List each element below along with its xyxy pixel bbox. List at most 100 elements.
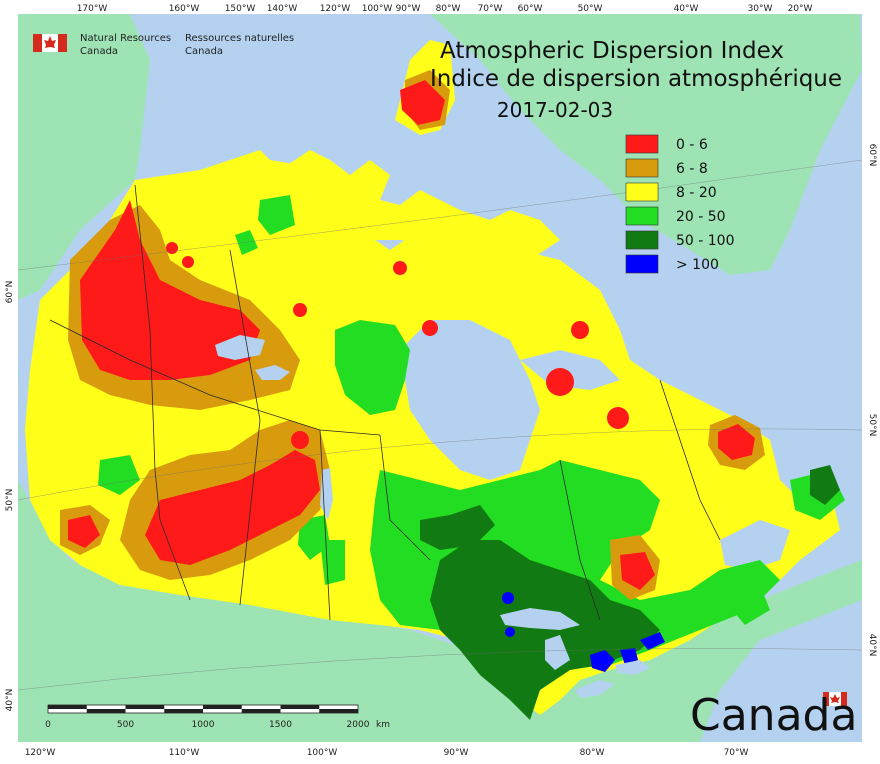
scale-bar-tick-label: 500 [117, 720, 134, 730]
graticule-50n [17, 428, 863, 501]
agency-name-en-line1: Natural Resources [80, 33, 171, 44]
flag-maple-leaf [830, 694, 840, 703]
top-longitude-label: 170°W [77, 4, 108, 14]
top-longitude-labels: 170°W 160°W 150°W 140°W 120°W 100°W 90°W 80°W 70… [77, 4, 813, 14]
top-longitude-label: 20°W [788, 4, 813, 14]
zone-20-50-atlantic [728, 470, 845, 625]
scale-bar-tick-label: 1000 [192, 720, 215, 730]
scale-bar-unit: km [376, 720, 390, 730]
top-longitude-label: 140°W [267, 4, 298, 14]
zone-0-6-northwest [80, 200, 260, 380]
scale-bar-segment [48, 705, 87, 709]
map-date: 2017-02-03 [497, 98, 613, 122]
nrcan-flag [33, 34, 67, 52]
top-longitude-label: 90°W [396, 4, 421, 14]
legend-swatch [625, 206, 659, 226]
zone-0-6-spot [182, 256, 194, 268]
top-longitude-label: 30°W [748, 4, 773, 14]
zone-0-6-spot [291, 431, 309, 449]
top-longitude-label: 60°W [518, 4, 543, 14]
scale-bar-segment [280, 705, 320, 709]
left-latitude-label: 40°N [5, 689, 15, 712]
hudson-strait [520, 350, 620, 390]
manitoba-ontario-boundary [379, 434, 431, 561]
arctic-islands [240, 150, 560, 260]
bottom-longitude-label: 90°W [444, 748, 469, 758]
saskatchewan-manitoba-boundary [319, 429, 331, 621]
nrcan-maple-leaf [44, 36, 56, 48]
bottom-longitude-label: 80°W [580, 748, 605, 758]
top-longitude-label: 120°W [320, 4, 351, 14]
zone-0-6-quebec [620, 552, 655, 590]
united-states [18, 480, 862, 742]
legend-swatch [625, 254, 659, 274]
zone-0-6-southwest [68, 515, 100, 548]
60th-parallel-boundary [49, 319, 381, 436]
legend-swatch [625, 230, 659, 250]
right-latitude-label: 60°N [867, 144, 877, 167]
provincial-boundaries [49, 184, 721, 621]
scale-bar-segment [86, 709, 126, 713]
bottom-longitude-label: 120°W [25, 748, 56, 758]
great-slave-lake [255, 365, 290, 380]
right-latitude-label: 40°N [867, 634, 877, 657]
map-title-fr: Indice de dispersion atmosphérique [430, 66, 842, 92]
nwt-nunavut-boundary [229, 249, 261, 421]
bc-alberta-boundary [159, 519, 191, 601]
lake-huron [545, 635, 570, 670]
lake-erie [575, 680, 615, 698]
legend-label: 6 - 8 [676, 161, 708, 177]
nrcan-flag-left-bar [33, 34, 42, 52]
top-longitude-label: 50°W [578, 4, 603, 14]
legend-swatch [625, 182, 659, 202]
zone-50-100-north-ontario [420, 505, 495, 550]
zone-0-6-spot [546, 368, 574, 396]
alaska [18, 14, 150, 300]
legend-swatch [625, 158, 659, 178]
top-longitude-label: 100°W [362, 4, 393, 14]
top-longitude-label: 160°W [169, 4, 200, 14]
gulf-of-st-lawrence [720, 520, 790, 570]
graticule-60n [17, 159, 863, 271]
zone-0-6-labrador [718, 424, 755, 460]
scale-bar-segment [319, 709, 358, 713]
zone-20-50-kivalliq [335, 320, 410, 415]
flag-left-bar [823, 692, 829, 706]
flag-right-bar [841, 692, 847, 706]
legend-swatch [625, 134, 659, 154]
canada-wordmark-flag [822, 691, 848, 707]
agency-name-en-line2: Canada [80, 46, 118, 57]
great-bear-lake [215, 335, 265, 360]
agency-name-fr-line2: Canada [185, 46, 223, 57]
legend: 0 - 6 6 - 8 8 - 20 20 - 50 50 - 100 > 100 [625, 134, 735, 274]
legend-label: 0 - 6 [676, 137, 708, 153]
scale-bar-tick-label: 1500 [269, 720, 292, 730]
right-latitude-label: 50°N [867, 414, 877, 437]
scale-bar-segment [125, 705, 165, 709]
scale-bar: 0 500 1000 1500 2000 km [45, 704, 390, 730]
zone-50-100-newfoundland [810, 465, 840, 505]
ontario-quebec-boundary [559, 459, 601, 621]
scale-bar-segment [241, 709, 281, 713]
nrcan-flag-right-bar [58, 34, 67, 52]
top-longitude-label: 150°W [225, 4, 256, 14]
scale-bar-tick-label: 2000 [347, 720, 370, 730]
lake-winnipeg [320, 468, 333, 520]
bottom-longitude-labels: 120°W 110°W 100°W 90°W 80°W 70°W [25, 748, 749, 758]
graticule-40n [17, 648, 863, 691]
lake-ontario [615, 660, 650, 675]
right-latitude-labels: 60°N 50°N 40°N [867, 144, 877, 657]
legend-label: 20 - 50 [676, 209, 726, 225]
legend-label: 8 - 20 [676, 185, 717, 201]
bottom-longitude-label: 70°W [724, 748, 749, 758]
graticule [17, 159, 863, 691]
zone-0-6-spot [571, 321, 589, 339]
zone-over-100-spot [505, 627, 515, 637]
bottom-longitude-label: 100°W [307, 748, 338, 758]
lake-superior [500, 608, 580, 630]
top-longitude-label: 40°W [674, 4, 699, 14]
yukon-nwt-boundary [134, 184, 161, 521]
scale-bar-segment [203, 705, 242, 709]
